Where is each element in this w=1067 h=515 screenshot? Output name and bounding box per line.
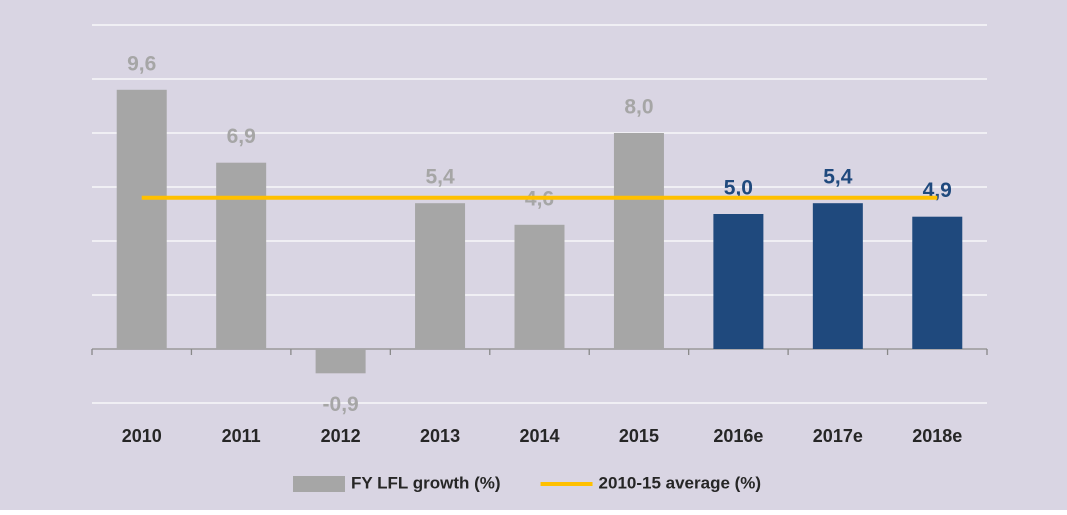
value-label: 6,9 <box>227 125 256 148</box>
x-tick-label: 2013 <box>420 426 460 446</box>
bar <box>315 349 366 374</box>
bar <box>415 203 466 349</box>
bar <box>912 216 963 349</box>
x-tick-label: 2011 <box>222 426 261 446</box>
value-label: -0,9 <box>323 393 359 416</box>
value-label: 9,6 <box>127 52 156 75</box>
x-tick-label: 2012 <box>321 426 361 446</box>
x-tick-label: 2017e <box>813 426 863 446</box>
x-tick-label: 2015 <box>619 426 659 446</box>
bar <box>713 214 764 349</box>
value-label: 5,4 <box>425 166 455 189</box>
x-tick-label: 2016e <box>713 426 763 446</box>
x-tick-label: 2018e <box>912 426 962 446</box>
value-label: 5,0 <box>724 177 753 200</box>
x-tick-label: 2010 <box>122 426 162 446</box>
bar <box>613 133 664 349</box>
legend-label: FY LFL growth (%) <box>351 473 501 492</box>
bar <box>216 162 267 349</box>
bar <box>514 224 565 349</box>
legend-label: 2010-15 average (%) <box>599 473 762 492</box>
value-label: 8,0 <box>624 96 653 119</box>
bar <box>116 89 167 350</box>
x-tick-label: 2014 <box>519 426 559 446</box>
value-label: 5,4 <box>823 166 853 189</box>
bar <box>812 203 863 349</box>
legend-swatch <box>293 476 345 492</box>
